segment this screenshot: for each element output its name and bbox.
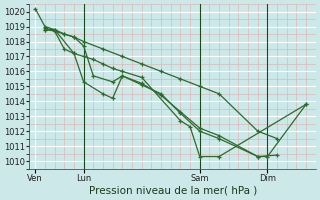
X-axis label: Pression niveau de la mer( hPa ): Pression niveau de la mer( hPa ) <box>89 186 257 196</box>
